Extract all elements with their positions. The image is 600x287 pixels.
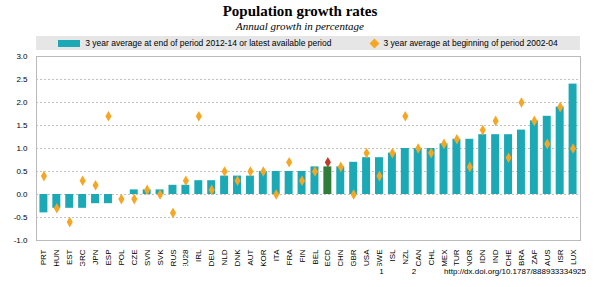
svg-text:POL: POL <box>117 249 126 266</box>
svg-text:LUX: LUX <box>569 249 578 265</box>
svg-text:AUS: AUS <box>543 250 552 266</box>
svg-text:SWE: SWE <box>375 250 384 267</box>
svg-text:GRC: GRC <box>78 249 87 266</box>
svg-text:DNK: DNK <box>233 249 242 266</box>
svg-text:3.0: 3.0 <box>16 52 28 61</box>
svg-text:FIN: FIN <box>298 249 307 262</box>
svg-text:BEL: BEL <box>311 249 320 265</box>
html-text:1: 1 <box>379 267 384 276</box>
svg-text:NLD: NLD <box>220 249 229 265</box>
svg-text:HUN: HUN <box>52 249 61 266</box>
svg-text:EU28: EU28 <box>181 249 190 266</box>
svg-text:1.0: 1.0 <box>16 144 28 153</box>
svg-text:FRA: FRA <box>285 249 294 266</box>
html-text:3 year average at beginning of: 3 year average at beginning of period 20… <box>383 38 558 48</box>
svg-text:PRT: PRT <box>39 249 48 265</box>
svg-text:SVN: SVN <box>143 249 152 266</box>
svg-text:CHL: CHL <box>427 249 436 266</box>
svg-text:OECD: OECD <box>323 249 332 266</box>
svg-text:CHN: CHN <box>336 249 345 266</box>
svg-text:JPN: JPN <box>91 249 100 264</box>
html-text:2: 2 <box>411 267 417 276</box>
svg-text:IDN: IDN <box>478 249 487 263</box>
svg-text:AUT: AUT <box>246 249 255 265</box>
svg-text:EST: EST <box>65 249 74 265</box>
svg-text:ITA: ITA <box>272 249 281 262</box>
svg-text:RUS: RUS <box>169 250 178 267</box>
svg-text:NOR: NOR <box>465 249 474 266</box>
svg-text:0.5: 0.5 <box>16 167 28 176</box>
svg-text:0.0: 0.0 <box>16 190 28 199</box>
svg-text:BRA: BRA <box>517 249 526 266</box>
svg-text:CZE: CZE <box>130 250 139 266</box>
svg-text:CHE: CHE <box>504 250 513 267</box>
svg-text:USA: USA <box>362 249 371 266</box>
svg-text:TUR: TUR <box>452 249 461 266</box>
svg-text:KOR: KOR <box>259 249 268 266</box>
svg-text:ISR: ISR <box>556 249 565 263</box>
html-text:http://dx.doi.org/10.1787/8889: http://dx.doi.org/10.1787/888933334925 <box>444 267 586 276</box>
svg-text:ISL: ISL <box>388 249 397 262</box>
html-text:Annual growth in percentage: Annual growth in percentage <box>236 20 364 32</box>
html-text:Population growth rates: Population growth rates <box>222 3 378 19</box>
svg-text:IRL: IRL <box>194 249 203 262</box>
svg-text:MEX: MEX <box>440 249 449 266</box>
svg-text:-0.5: -0.5 <box>14 213 28 222</box>
svg-text:GBR: GBR <box>349 249 358 266</box>
svg-text:DEU: DEU <box>207 249 216 266</box>
svg-text:ESP: ESP <box>104 250 113 266</box>
html-text:3 year average at end of perio: 3 year average at end of period 2012-14 … <box>85 38 332 48</box>
svg-text:SVK: SVK <box>156 249 165 266</box>
svg-text:2.5: 2.5 <box>16 75 28 84</box>
svg-text:IND: IND <box>491 249 500 263</box>
svg-text:CAN: CAN <box>414 249 423 266</box>
svg-text:2.0: 2.0 <box>16 98 28 107</box>
svg-text:NZL: NZL <box>401 249 410 265</box>
svg-text:1.5: 1.5 <box>16 121 28 130</box>
svg-text:ZAF: ZAF <box>530 249 539 264</box>
svg-text:-1.0: -1.0 <box>14 236 28 245</box>
